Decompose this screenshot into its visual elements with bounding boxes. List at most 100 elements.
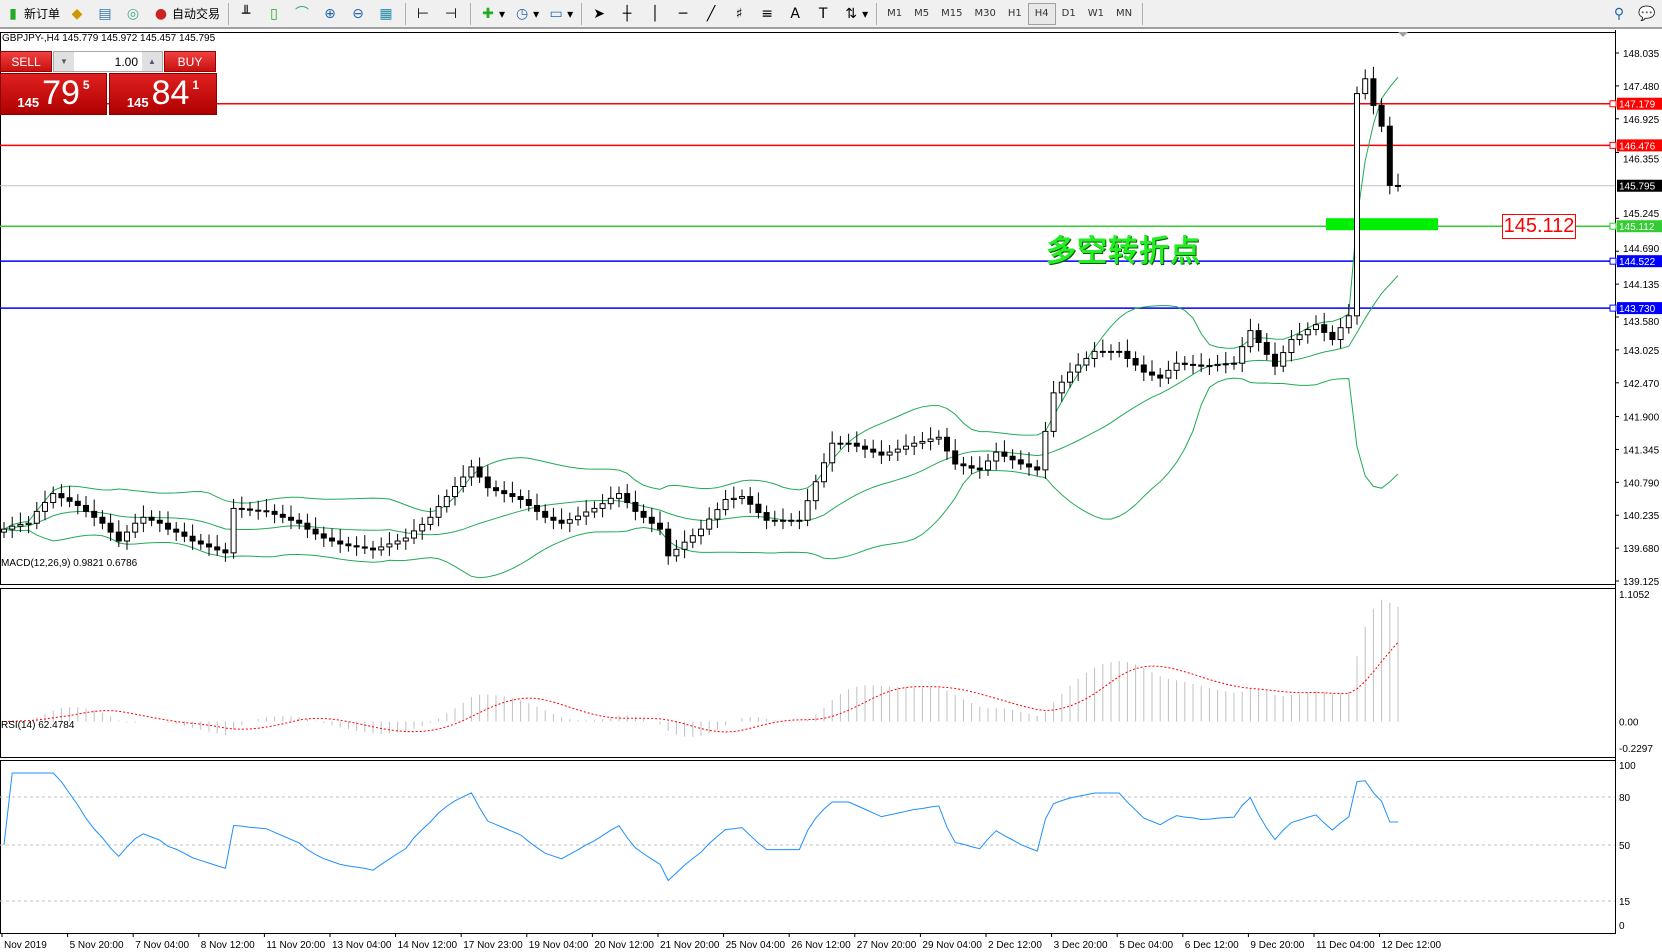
search-icon: ⚲: [1613, 5, 1625, 22]
candle: [353, 545, 360, 548]
price-tick-label: 148.035: [1623, 49, 1660, 60]
decrease-lot-button[interactable]: ▼: [54, 52, 74, 71]
current-price-bg: [1617, 179, 1662, 192]
auto-scroll-button[interactable]: ⊣: [438, 2, 466, 26]
timeframe-h4[interactable]: H4: [1027, 2, 1056, 25]
horizontal-line-button[interactable]: ─: [670, 2, 698, 26]
periods-button[interactable]: ◷ ▾: [509, 2, 543, 26]
price-tick-label: 145.245: [1623, 209, 1660, 220]
macd-tick-label: 1.1052: [1619, 590, 1650, 601]
bar-chart-button[interactable]: ╨: [233, 2, 261, 26]
candle: [378, 546, 385, 551]
buy-button[interactable]: BUY: [164, 51, 216, 72]
timeframe-w1[interactable]: W1: [1087, 8, 1104, 19]
timeframe-d1[interactable]: D1: [1061, 8, 1076, 19]
bar-chart-icon: ╨: [241, 5, 251, 22]
sell-button[interactable]: SELL: [0, 51, 52, 72]
search-button[interactable]: ⚲: [1606, 2, 1634, 26]
timeframe-m30[interactable]: M30: [974, 8, 996, 19]
sell-price[interactable]: 145 79 5: [0, 73, 107, 115]
navigator-button[interactable]: ▤: [92, 2, 120, 26]
level-label: 146.476: [1619, 141, 1656, 152]
rsi-line: [3, 772, 1399, 882]
candle: [247, 508, 253, 511]
timeframe-m1[interactable]: M1: [887, 8, 903, 19]
timeframe-m5[interactable]: M5: [914, 8, 930, 19]
market-watch-button[interactable]: ◆: [64, 2, 92, 26]
price-tick-label: 141.900: [1623, 413, 1660, 424]
candle: [747, 496, 754, 505]
candle: [706, 518, 713, 530]
candle: [558, 519, 565, 524]
time-label: 11 Dec 04:00: [1316, 940, 1375, 951]
divider: [581, 2, 583, 25]
candle: [1313, 324, 1319, 330]
candlestick-button[interactable]: ▯: [261, 2, 289, 26]
chat-button[interactable]: 💬: [1634, 2, 1662, 26]
timeframe-h1[interactable]: H1: [1007, 8, 1022, 19]
level-label-bg: [1617, 255, 1662, 268]
time-label: 11 Nov 20:00: [266, 940, 325, 951]
zoom-in-button[interactable]: ⊕: [317, 2, 345, 26]
candle: [1058, 381, 1065, 394]
tile-windows-icon: ▦: [379, 5, 393, 22]
candle: [640, 510, 647, 518]
tile-windows-button[interactable]: ▦: [373, 2, 401, 26]
increase-lot-button[interactable]: ▲: [142, 52, 162, 71]
fibonacci-button[interactable]: ≡: [754, 2, 782, 26]
lot-size-stepper[interactable]: ▼ 1.00 ▲: [53, 51, 163, 72]
candle: [312, 528, 319, 535]
price-tick-label: 140.235: [1623, 511, 1660, 522]
lot-size-input[interactable]: 1.00: [114, 54, 138, 69]
timeframe-bar: M1 M5 M15 M30 H1 H4 D1 W1 MN: [881, 2, 1138, 25]
candle: [1280, 352, 1287, 367]
candle: [501, 490, 508, 495]
vertical-line-button[interactable]: │: [642, 2, 670, 26]
candle: [829, 442, 836, 464]
candle: [173, 528, 180, 533]
pivot-zone: [1326, 218, 1438, 231]
new-order-button[interactable]: ▮ 新订单: [0, 2, 64, 26]
buy-price[interactable]: 145 84 1: [109, 73, 217, 115]
arrows-button[interactable]: ⇅ ▾: [838, 2, 872, 26]
toolbar: ▮ 新订单 ◆ ▤ ◎ ● 自动交易 ╨ ▯ ⌒ ⊕ ⊖ ▦ ⊢ ⊣ ✚ ▾ ◷ ▾ ▭…: [0, 0, 1662, 29]
candle: [648, 516, 655, 524]
rsi-tick-label: 80: [1619, 793, 1631, 804]
candle: [329, 537, 335, 542]
timeframe-mn[interactable]: MN: [1115, 8, 1133, 19]
candle: [632, 501, 639, 512]
macd-signal-line: [3, 641, 1399, 733]
timeframe-m15[interactable]: M15: [941, 8, 963, 19]
text-label-button[interactable]: T: [810, 2, 838, 26]
crosshair-button[interactable]: ┼: [614, 2, 642, 26]
time-label: Nov 2019: [4, 940, 47, 951]
candle: [607, 497, 614, 505]
templates-button[interactable]: ▭ ▾: [543, 2, 577, 26]
candle: [386, 543, 393, 548]
candle: [411, 530, 417, 539]
text-button[interactable]: A: [782, 2, 810, 26]
chart-canvas[interactable]: 148.035 147.480 146.925 146.355 145.245 144.6…: [0, 30, 1662, 952]
candle: [624, 493, 631, 503]
candle: [1026, 463, 1032, 468]
periods-icon: ◷: [515, 5, 529, 22]
chart-shift-icon: ⊢: [416, 5, 430, 22]
candle: [517, 496, 524, 501]
equidistant-channel-button[interactable]: ♯: [726, 2, 754, 26]
level-marker: [1609, 141, 1617, 149]
trendline-button[interactable]: ╱: [698, 2, 726, 26]
indicators-button[interactable]: ✚ ▾: [475, 2, 509, 26]
chart-shift-button[interactable]: ⊢: [410, 2, 438, 26]
auto-trading-button[interactable]: ● 自动交易: [148, 2, 224, 26]
candle: [796, 519, 803, 522]
rsi-label: RSI(14) 62.4784: [1, 720, 75, 731]
cursor-button[interactable]: ➤: [586, 2, 614, 26]
navigator-icon: ▤: [98, 5, 112, 22]
signals-button[interactable]: ◎: [120, 2, 148, 26]
line-chart-button[interactable]: ⌒: [289, 2, 317, 26]
time-label: 3 Dec 20:00: [1054, 940, 1108, 951]
templates-icon: ▭: [549, 5, 563, 22]
candle: [255, 509, 262, 512]
zoom-out-button[interactable]: ⊖: [345, 2, 373, 26]
candle: [1050, 392, 1057, 432]
